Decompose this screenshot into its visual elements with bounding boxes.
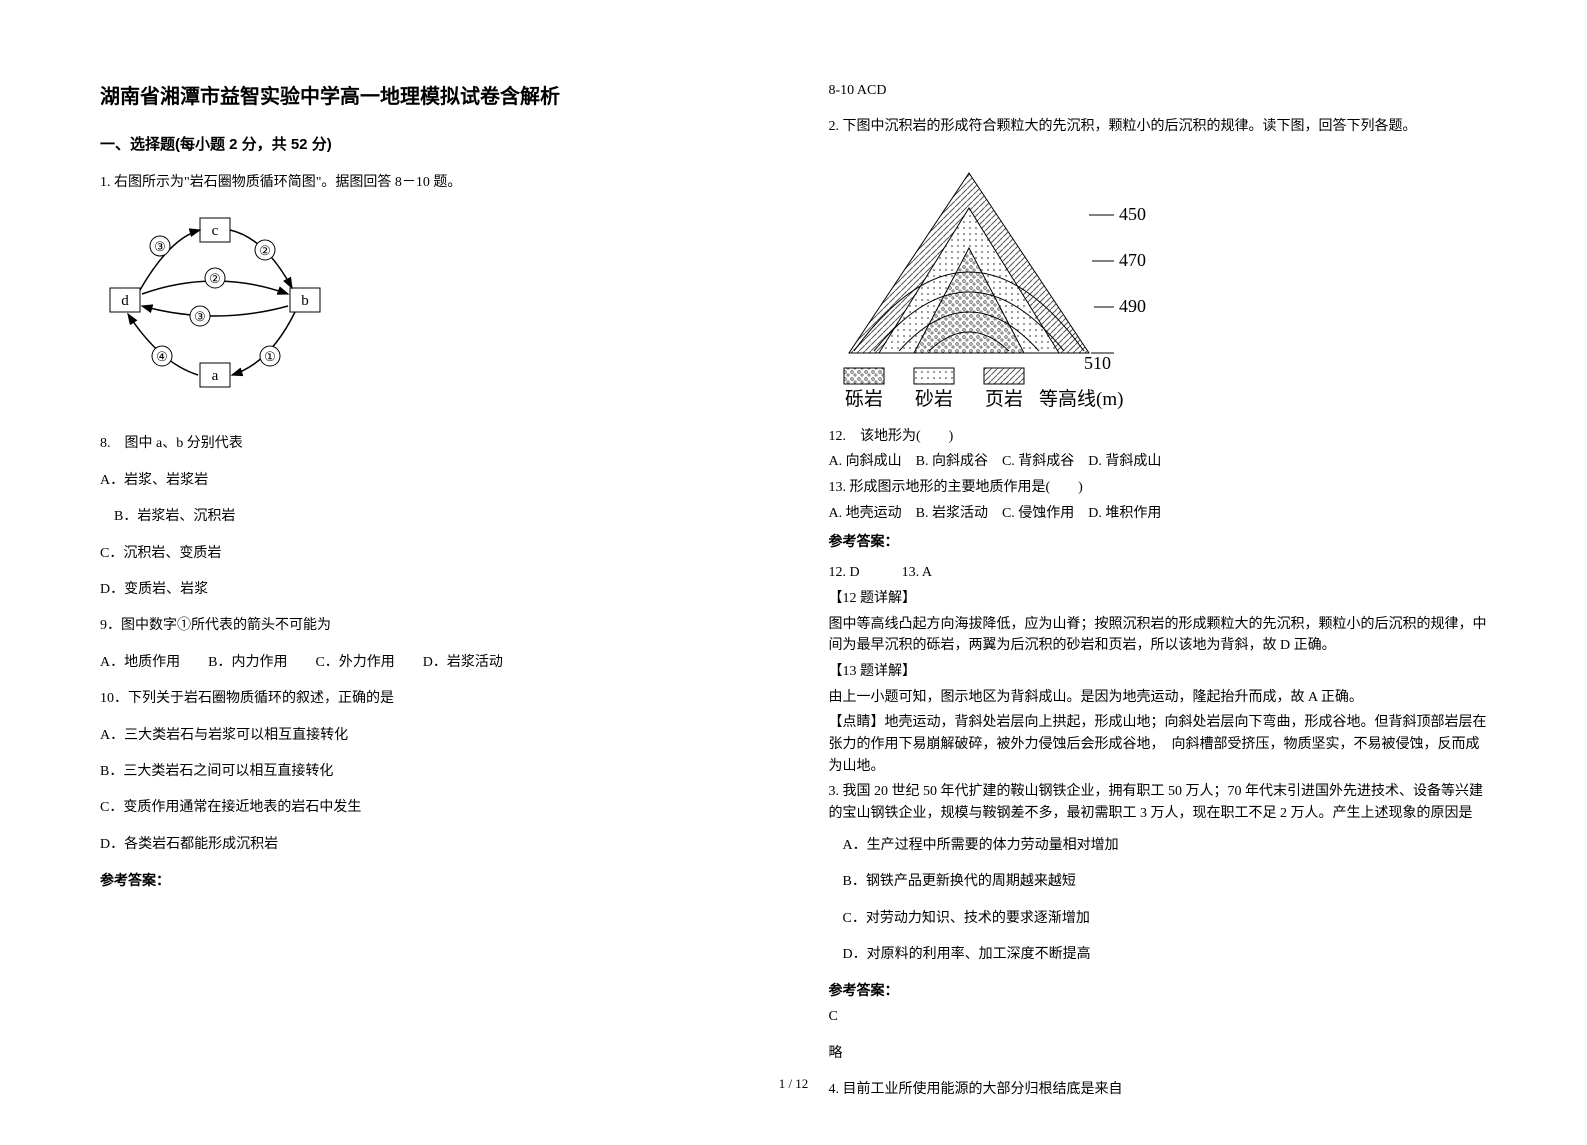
- num-2a: ②: [259, 243, 271, 258]
- num-2b: ②: [209, 271, 221, 286]
- num-3b: ③: [194, 309, 206, 324]
- contour-450: 450: [1119, 204, 1146, 224]
- q3-opt-b: B．钢铁产品更新换代的周期越来越短: [829, 871, 1488, 893]
- q2-jiexi12-label: 【12 题详解】: [829, 588, 1488, 610]
- q2-stem: 2. 下图中沉积岩的形成符合颗粒大的先沉积，颗粒小的后沉积的规律。读下图，回答下…: [829, 116, 1488, 138]
- legend-shale: 页岩: [984, 388, 1022, 410]
- legend-gravel: 砾岩: [844, 388, 882, 410]
- q2-answer-label: 参考答案：: [829, 531, 1488, 553]
- legend-contour: 等高线(m): [1039, 388, 1123, 410]
- contour-470: 470: [1119, 250, 1146, 270]
- q10-opt-d: D．各类岩石都能形成沉积岩: [100, 834, 759, 856]
- q2-jiexi12: 图中等高线凸起方向海拔降低，应为山脊；按照沉积岩的形成颗粒大的先沉积，颗粒小的后…: [829, 614, 1488, 657]
- page-number: 1 / 12: [0, 1076, 1587, 1092]
- q12-opts: A. 向斜成山 B. 向斜成谷 C. 背斜成谷 D. 背斜成山: [829, 451, 1488, 473]
- left-column: 湖南省湘潭市益智实验中学高一地理模拟试卷含解析 一、选择题(每小题 2 分，共 …: [100, 80, 759, 1105]
- q13-stem: 13. 形成图示地形的主要地质作用是( ): [829, 477, 1488, 499]
- q8-opt-d: D．变质岩、岩浆: [100, 579, 759, 601]
- q10-opt-b: B．三大类岩石之间可以相互直接转化: [100, 761, 759, 783]
- q3-note: 略: [829, 1043, 1488, 1065]
- node-d: d: [121, 293, 129, 309]
- q3-stem: 3. 我国 20 世纪 50 年代扩建的鞍山钢铁企业，拥有职工 50 万人；70…: [829, 781, 1488, 824]
- q2-answers: 12. D 13. A: [829, 562, 1488, 584]
- q8-stem: 8. 图中 a、b 分别代表: [100, 433, 759, 455]
- q12-stem: 12. 该地形为( ): [829, 426, 1488, 448]
- rock-cycle-diagram: c d b a ③ ② ②: [100, 208, 759, 413]
- q3-opt-a: A．生产过程中所需要的体力劳动量相对增加: [829, 835, 1488, 857]
- legend-sand: 砂岩: [914, 388, 952, 410]
- q8-opt-a: A．岩浆、岩浆岩: [100, 470, 759, 492]
- q13-opts: A. 地壳运动 B. 岩浆活动 C. 侵蚀作用 D. 堆积作用: [829, 503, 1488, 525]
- q10-opt-a: A．三大类岩石与岩浆可以相互直接转化: [100, 725, 759, 747]
- q10-opt-c: C．变质作用通常在接近地表的岩石中发生: [100, 797, 759, 819]
- num-1: ①: [264, 349, 276, 364]
- q3-opt-c: C．对劳动力知识、技术的要求逐渐增加: [829, 908, 1488, 930]
- node-a: a: [212, 368, 219, 384]
- q1-answer-label: 参考答案：: [100, 870, 759, 890]
- q3-answer-label: 参考答案：: [829, 980, 1488, 1000]
- q8-opt-b: B．岩浆岩、沉积岩: [100, 506, 759, 528]
- q3-answer: C: [829, 1006, 1488, 1028]
- q1-stem: 1. 右图所示为"岩石圈物质循环简图"。据图回答 8－10 题。: [100, 172, 759, 194]
- q2-jiexi13-label: 【13 题详解】: [829, 661, 1488, 683]
- q9-stem: 9．图中数字①所代表的箭头不可能为: [100, 615, 759, 637]
- q8-opt-c: C．沉积岩、变质岩: [100, 543, 759, 565]
- right-column: 8-10 ACD 2. 下图中沉积岩的形成符合颗粒大的先沉积，颗粒小的后沉积的规…: [829, 80, 1488, 1105]
- num-3a: ③: [154, 239, 166, 254]
- contour-490: 490: [1119, 296, 1146, 316]
- q2-jiexi13: 由上一小题可知，图示地区为背斜成山。是因为地壳运动，隆起抬升而成，故 A 正确。: [829, 687, 1488, 709]
- node-c: c: [212, 223, 219, 239]
- q2-dianjing: 【点睛】地壳运动，背斜处岩层向上拱起，形成山地；向斜处岩层向下弯曲，形成谷地。但…: [829, 712, 1488, 777]
- q9-opts: A．地质作用 B．内力作用 C．外力作用 D．岩浆活动: [100, 652, 759, 674]
- q1-answer: 8-10 ACD: [829, 80, 1488, 102]
- section-header: 一、选择题(每小题 2 分，共 52 分): [100, 133, 759, 154]
- q10-stem: 10．下列关于岩石圈物质循环的叙述，正确的是: [100, 688, 759, 710]
- num-4: ④: [156, 349, 168, 364]
- q3-opt-d: D．对原料的利用率、加工深度不断提高: [829, 944, 1488, 966]
- page-title: 湖南省湘潭市益智实验中学高一地理模拟试卷含解析: [100, 80, 759, 109]
- contour-510: 510: [1084, 353, 1111, 373]
- node-b: b: [301, 293, 309, 309]
- strata-diagram: 450 470 490 510 砾岩 砂岩 页岩 等高线(m): [829, 153, 1488, 418]
